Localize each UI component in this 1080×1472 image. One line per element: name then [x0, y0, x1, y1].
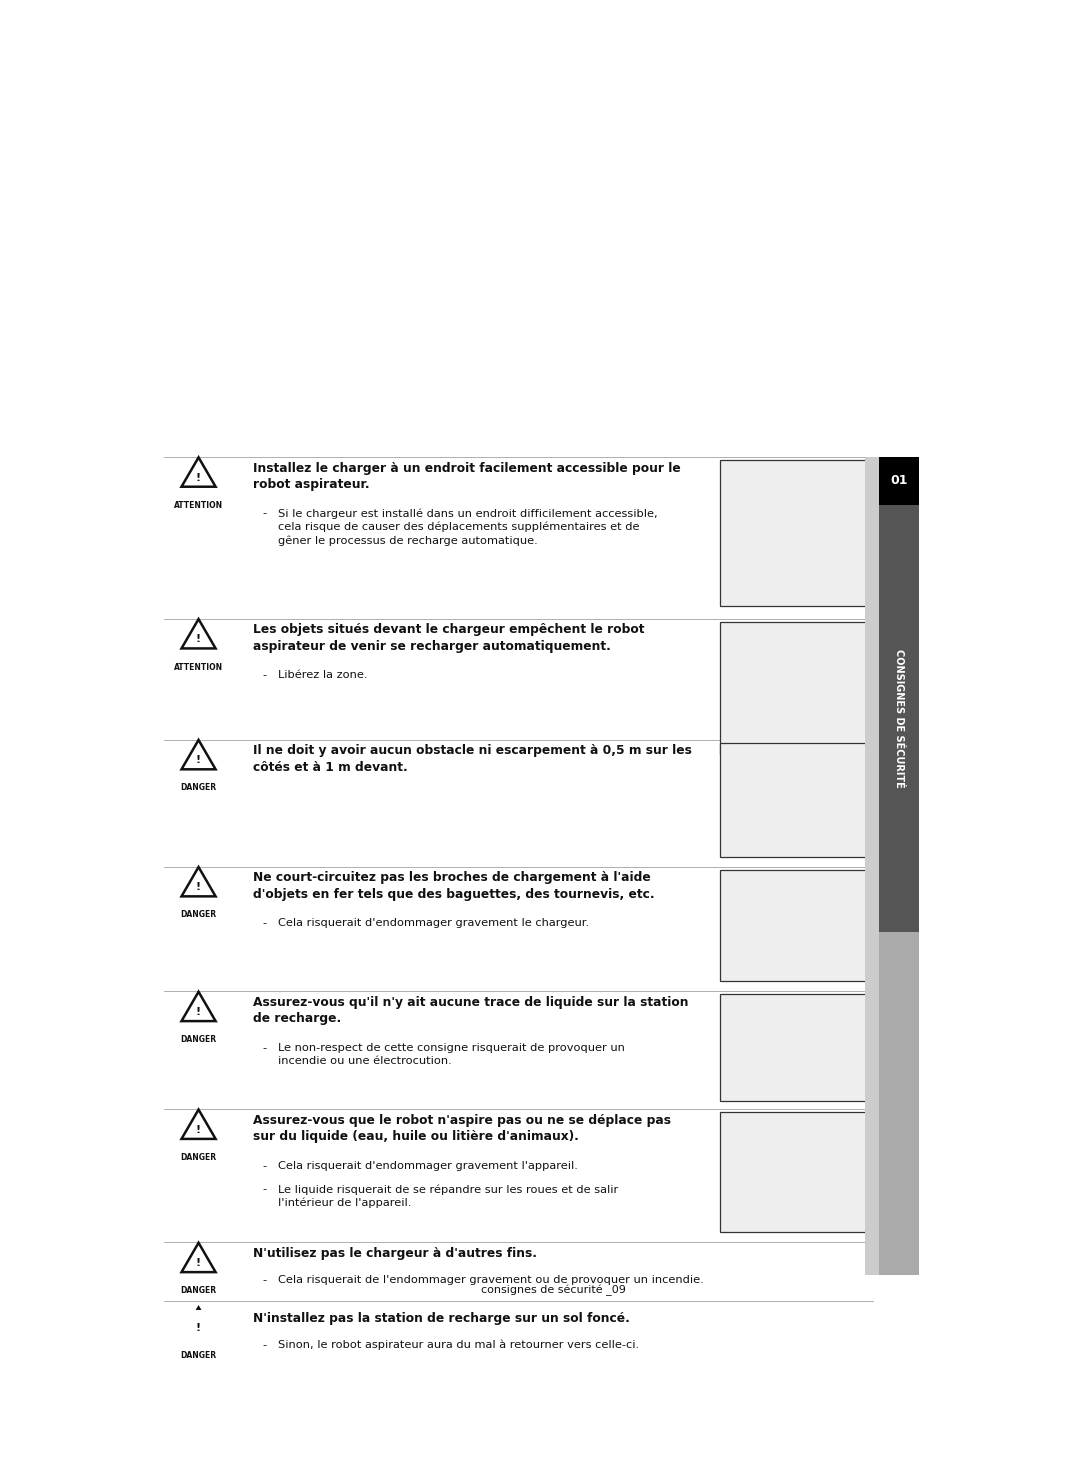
Text: !: ! [195, 473, 201, 483]
FancyBboxPatch shape [879, 456, 919, 505]
FancyBboxPatch shape [879, 932, 919, 1275]
Text: -: - [262, 1275, 267, 1285]
Text: DANGER: DANGER [180, 1287, 217, 1295]
Text: DANGER: DANGER [180, 1153, 217, 1161]
Text: Installez le charger à un endroit facilement accessible pour le
robot aspirateur: Installez le charger à un endroit facile… [253, 462, 680, 492]
Text: -: - [262, 670, 267, 680]
Text: Le non-respect de cette consigne risquerait de provoquer un
incendie ou une élec: Le non-respect de cette consigne risquer… [278, 1042, 624, 1066]
Text: !: ! [195, 1125, 201, 1135]
Text: DANGER: DANGER [180, 911, 217, 920]
Text: Si le chargeur est installé dans un endroit difficilement accessible,
cela risqu: Si le chargeur est installé dans un endr… [278, 508, 658, 546]
Text: Il ne doit y avoir aucun obstacle ni escarpement à 0,5 m sur les
côtés et à 1 m : Il ne doit y avoir aucun obstacle ni esc… [253, 745, 691, 774]
Text: Sinon, le robot aspirateur aura du mal à retourner vers celle-ci.: Sinon, le robot aspirateur aura du mal à… [278, 1340, 638, 1350]
Text: Ne court-circuitez pas les broches de chargement à l'aide
d'objets en fer tels q: Ne court-circuitez pas les broches de ch… [253, 871, 654, 901]
Text: Assurez-vous que le robot n'aspire pas ou ne se déplace pas
sur du liquide (eau,: Assurez-vous que le robot n'aspire pas o… [253, 1114, 671, 1144]
FancyBboxPatch shape [720, 621, 872, 754]
FancyBboxPatch shape [720, 1113, 872, 1232]
Text: consignes de sécurité _09: consignes de sécurité _09 [481, 1285, 626, 1297]
Text: -: - [262, 1340, 267, 1350]
Text: Le liquide risquerait de se répandre sur les roues et de salir
l'intérieur de l': Le liquide risquerait de se répandre sur… [278, 1183, 618, 1209]
Text: DANGER: DANGER [180, 783, 217, 792]
Text: -: - [262, 508, 267, 518]
Text: Cela risquerait de l'endommager gravement ou de provoquer un incendie.: Cela risquerait de l'endommager gravemen… [278, 1275, 703, 1285]
Text: Assurez-vous qu'il n'y ait aucune trace de liquide sur la station
de recharge.: Assurez-vous qu'il n'y ait aucune trace … [253, 997, 688, 1026]
Text: !: ! [195, 634, 201, 645]
FancyBboxPatch shape [865, 456, 879, 1275]
FancyBboxPatch shape [720, 995, 872, 1101]
Text: !: ! [195, 882, 201, 892]
Text: -: - [262, 1161, 267, 1170]
Text: N'installez pas la station de recharge sur un sol foncé.: N'installez pas la station de recharge s… [253, 1312, 630, 1325]
Text: -: - [262, 1042, 267, 1052]
FancyBboxPatch shape [879, 505, 919, 932]
Text: Les objets situés devant le chargeur empêchent le robot
aspirateur de venir se r: Les objets situés devant le chargeur emp… [253, 623, 645, 652]
Text: CONSIGNES DE SÉCURITÉ: CONSIGNES DE SÉCURITÉ [894, 649, 904, 788]
Text: -: - [262, 919, 267, 929]
FancyBboxPatch shape [720, 459, 872, 606]
Text: Libérez la zone.: Libérez la zone. [278, 670, 367, 680]
Text: !: ! [195, 1323, 201, 1332]
Text: Cela risquerait d'endommager gravement l'appareil.: Cela risquerait d'endommager gravement l… [278, 1161, 578, 1170]
Text: ATTENTION: ATTENTION [174, 662, 224, 671]
Text: N'utilisez pas le chargeur à d'autres fins.: N'utilisez pas le chargeur à d'autres fi… [253, 1247, 537, 1260]
Text: DANGER: DANGER [180, 1351, 217, 1360]
Text: -: - [262, 1183, 267, 1194]
Text: Cela risquerait d'endommager gravement le chargeur.: Cela risquerait d'endommager gravement l… [278, 919, 589, 929]
Text: !: ! [195, 1007, 201, 1017]
FancyBboxPatch shape [720, 742, 872, 857]
FancyBboxPatch shape [720, 870, 872, 982]
Text: 01: 01 [890, 474, 908, 487]
Text: !: ! [195, 755, 201, 765]
Text: ATTENTION: ATTENTION [174, 500, 224, 509]
Text: DANGER: DANGER [180, 1035, 217, 1044]
Text: !: ! [195, 1259, 201, 1267]
